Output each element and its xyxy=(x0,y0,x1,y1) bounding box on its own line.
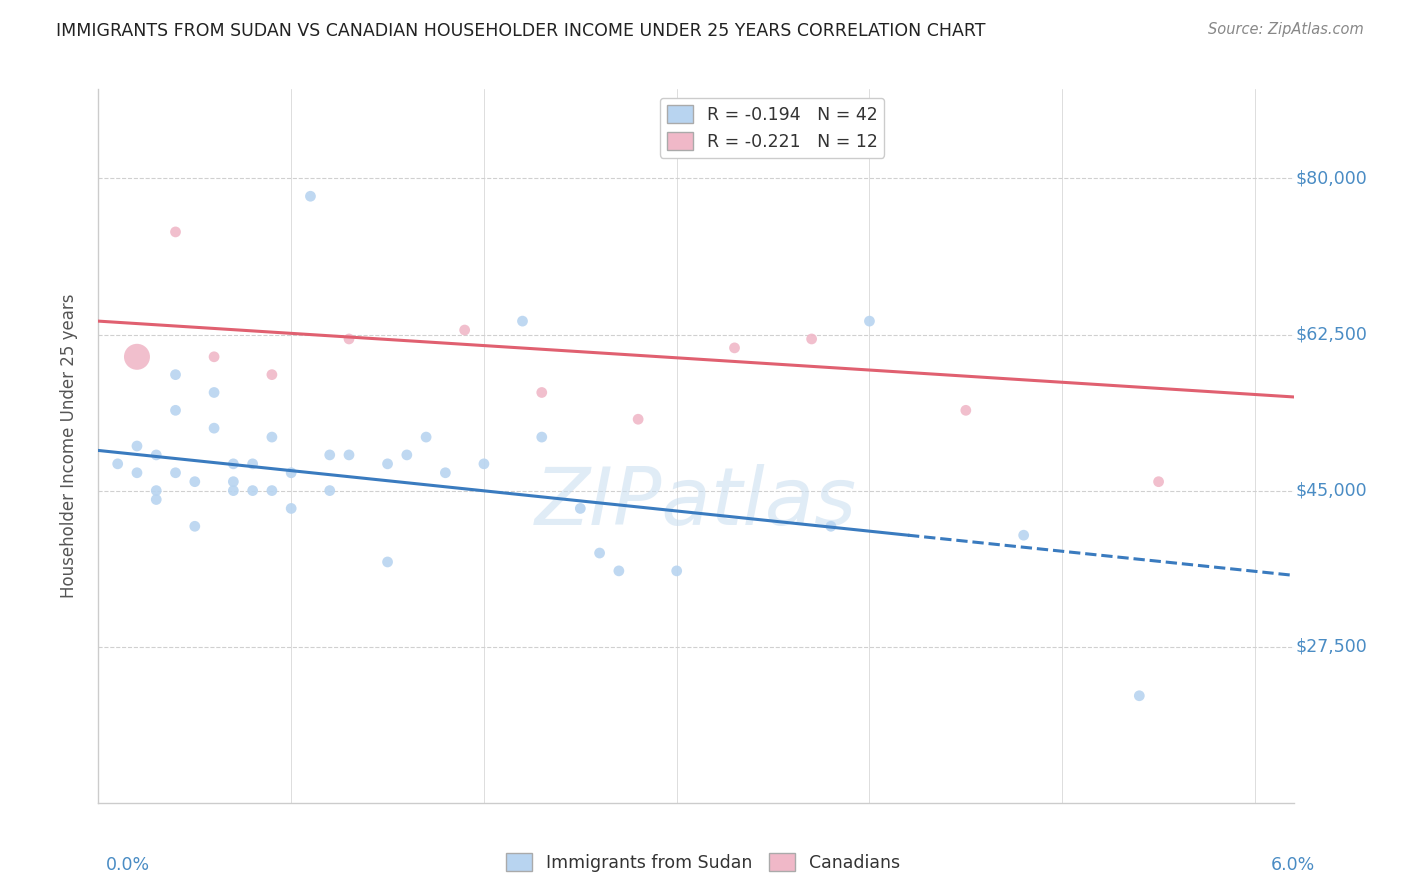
Point xyxy=(627,412,650,426)
Point xyxy=(222,457,245,471)
Point xyxy=(530,385,553,400)
Point xyxy=(395,448,418,462)
Point xyxy=(165,225,187,239)
Text: 0.0%: 0.0% xyxy=(105,855,149,873)
Point xyxy=(453,323,475,337)
Point xyxy=(184,519,207,533)
Point xyxy=(165,403,187,417)
Point xyxy=(337,332,360,346)
Point xyxy=(820,519,842,533)
Text: 6.0%: 6.0% xyxy=(1271,855,1315,873)
Point xyxy=(242,483,264,498)
Point xyxy=(588,546,610,560)
Point xyxy=(472,457,495,471)
Point xyxy=(434,466,457,480)
Point xyxy=(202,385,225,400)
Point xyxy=(202,421,225,435)
Point xyxy=(222,483,245,498)
Point xyxy=(319,483,342,498)
Text: ZIPatlas: ZIPatlas xyxy=(534,464,858,542)
Point xyxy=(955,403,977,417)
Point xyxy=(280,466,302,480)
Point xyxy=(145,483,167,498)
Point xyxy=(415,430,437,444)
Text: $80,000: $80,000 xyxy=(1296,169,1368,187)
Text: $62,500: $62,500 xyxy=(1296,326,1368,343)
Point xyxy=(319,448,342,462)
Point xyxy=(377,457,399,471)
Point xyxy=(125,350,148,364)
Point xyxy=(202,350,225,364)
Point xyxy=(145,492,167,507)
Point xyxy=(1012,528,1035,542)
Text: $27,500: $27,500 xyxy=(1296,638,1368,656)
Point xyxy=(242,457,264,471)
Point xyxy=(530,430,553,444)
Point xyxy=(260,483,283,498)
Point xyxy=(299,189,322,203)
Point xyxy=(377,555,399,569)
Point xyxy=(165,368,187,382)
Point xyxy=(665,564,688,578)
Point xyxy=(184,475,207,489)
Point xyxy=(125,466,148,480)
Point xyxy=(1147,475,1170,489)
Point xyxy=(280,501,302,516)
Text: IMMIGRANTS FROM SUDAN VS CANADIAN HOUSEHOLDER INCOME UNDER 25 YEARS CORRELATION : IMMIGRANTS FROM SUDAN VS CANADIAN HOUSEH… xyxy=(56,22,986,40)
Point xyxy=(145,448,167,462)
Point xyxy=(260,430,283,444)
Point xyxy=(337,448,360,462)
Text: $45,000: $45,000 xyxy=(1296,482,1368,500)
Point xyxy=(222,475,245,489)
Point xyxy=(858,314,880,328)
Point xyxy=(260,368,283,382)
Point xyxy=(607,564,630,578)
Point xyxy=(512,314,534,328)
Y-axis label: Householder Income Under 25 years: Householder Income Under 25 years xyxy=(59,293,77,599)
Point xyxy=(800,332,823,346)
Point xyxy=(569,501,592,516)
Legend: Immigrants from Sudan, Canadians: Immigrants from Sudan, Canadians xyxy=(499,847,907,879)
Point xyxy=(165,466,187,480)
Legend: R = -0.194   N = 42, R = -0.221   N = 12: R = -0.194 N = 42, R = -0.221 N = 12 xyxy=(659,98,884,158)
Point xyxy=(723,341,745,355)
Point xyxy=(1128,689,1150,703)
Text: Source: ZipAtlas.com: Source: ZipAtlas.com xyxy=(1208,22,1364,37)
Point xyxy=(125,439,148,453)
Point xyxy=(107,457,129,471)
